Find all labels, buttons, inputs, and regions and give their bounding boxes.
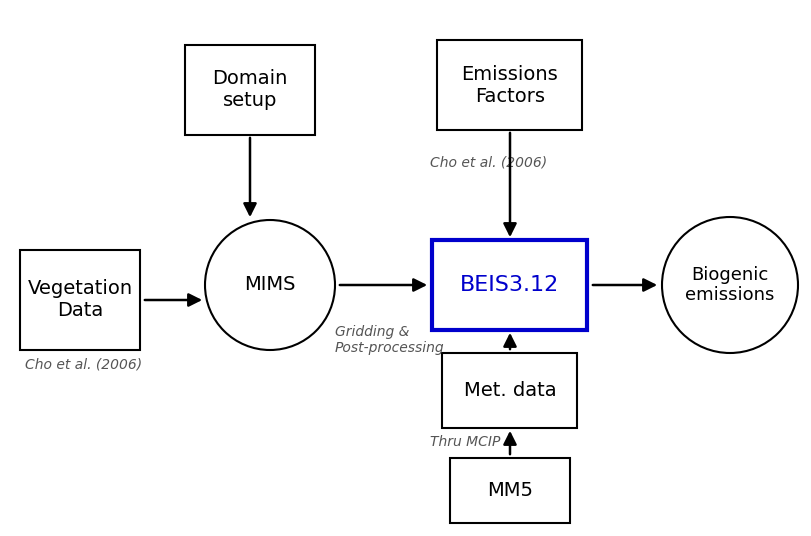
FancyBboxPatch shape (432, 240, 587, 330)
Text: Domain
setup: Domain setup (212, 70, 287, 110)
Ellipse shape (661, 217, 797, 353)
Ellipse shape (204, 220, 335, 350)
FancyBboxPatch shape (449, 458, 569, 523)
Text: MIMS: MIMS (244, 276, 295, 294)
Text: Emissions
Factors: Emissions Factors (461, 64, 558, 106)
Text: Gridding &
Post-processing: Gridding & Post-processing (335, 325, 444, 355)
Text: Met. data: Met. data (463, 381, 556, 399)
FancyBboxPatch shape (437, 40, 581, 130)
Text: Thru MCIP: Thru MCIP (430, 435, 500, 449)
Text: BEIS3.12: BEIS3.12 (460, 275, 559, 295)
Text: Cho et al. (2006): Cho et al. (2006) (430, 155, 547, 169)
Text: Cho et al. (2006): Cho et al. (2006) (25, 358, 142, 372)
FancyBboxPatch shape (185, 45, 315, 135)
Text: MM5: MM5 (487, 480, 532, 500)
Text: Biogenic
emissions: Biogenic emissions (684, 266, 774, 304)
Text: Vegetation
Data: Vegetation Data (28, 279, 132, 321)
FancyBboxPatch shape (442, 353, 577, 428)
FancyBboxPatch shape (20, 250, 139, 350)
